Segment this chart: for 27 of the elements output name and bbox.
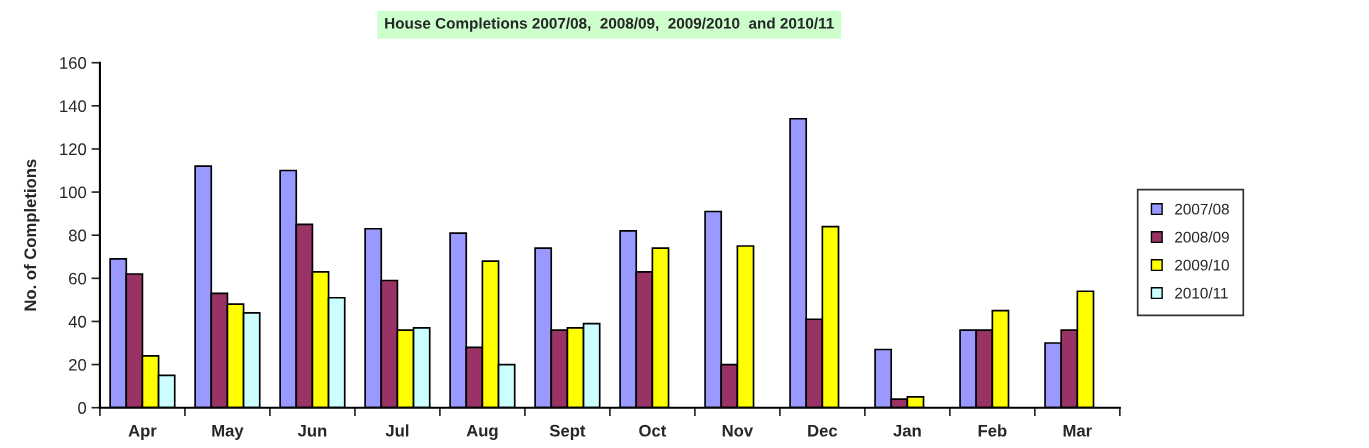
y-tick-label: 80 bbox=[68, 229, 87, 242]
chart-title: House Completions 2007/08, 2008/09, 2009/2010 and 2010/11 bbox=[385, 17, 834, 32]
y-axis-title: No. of Completions bbox=[23, 159, 40, 311]
x-tick-label: Feb bbox=[978, 424, 1007, 437]
x-tick-label: Aug bbox=[466, 424, 498, 440]
y-tick-label: 40 bbox=[68, 315, 87, 328]
x-tick-label: Oct bbox=[639, 424, 667, 437]
y-tick-label: 20 bbox=[69, 358, 87, 371]
legend-label: 2010/11 bbox=[1175, 287, 1228, 299]
x-tick-label: Apr bbox=[128, 424, 157, 440]
legend-label: 2007/08 bbox=[1175, 203, 1229, 215]
y-tick-label: 100 bbox=[60, 186, 87, 199]
y-tick-label: 0 bbox=[78, 402, 87, 414]
x-tick-label: May bbox=[212, 424, 244, 440]
legend-label: 2008/09 bbox=[1175, 231, 1229, 243]
y-tick-label: 120 bbox=[60, 143, 87, 156]
x-tick-label: Nov bbox=[722, 424, 754, 437]
x-tick-label: Mar bbox=[1063, 424, 1092, 437]
x-tick-label: Dec bbox=[808, 424, 838, 437]
y-tick-label: 160 bbox=[60, 57, 87, 69]
y-tick-label: 60 bbox=[69, 272, 87, 285]
x-tick-label: Jul bbox=[385, 424, 409, 437]
x-tick-label: Sept bbox=[549, 424, 586, 440]
x-tick-label: Jun bbox=[297, 424, 327, 437]
x-tick-label: Jan bbox=[893, 424, 921, 437]
legend-label: 2009/10 bbox=[1175, 259, 1229, 271]
y-tick-label: 140 bbox=[60, 100, 87, 113]
